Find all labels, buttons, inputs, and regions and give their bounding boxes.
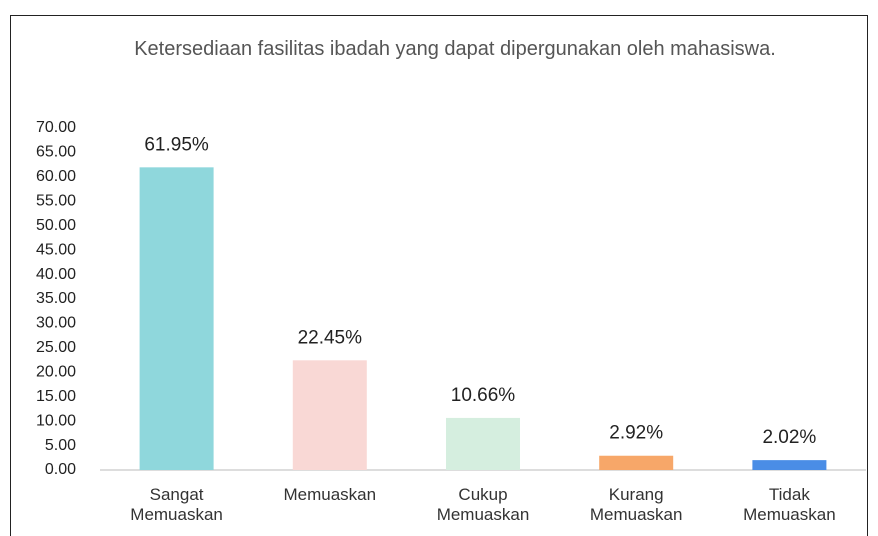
y-tick-label: 20.00 (36, 364, 76, 381)
y-tick-label: 40.00 (36, 266, 76, 283)
bar (752, 460, 827, 470)
y-tick-label: 50.00 (36, 217, 76, 234)
y-tick-label: 35.00 (36, 290, 76, 307)
x-tick-label: Kurang Memuaskan (589, 485, 683, 524)
y-tick-label: 25.00 (36, 339, 76, 356)
data-label: 61.95% (144, 134, 209, 155)
y-tick-label: 15.00 (36, 388, 76, 405)
y-tick-label: 45.00 (36, 241, 76, 258)
data-label: 2.92% (609, 423, 663, 444)
chart-border (10, 15, 868, 536)
data-label: 22.45% (298, 327, 363, 348)
bar (599, 455, 674, 470)
x-tick-label: Memuaskan (283, 485, 377, 504)
chart-title: Ketersediaan fasilitas ibadah yang dapat… (134, 38, 776, 60)
y-tick-label: 0.00 (45, 461, 76, 478)
y-tick-label: 70.00 (36, 119, 76, 136)
y-tick-label: 55.00 (36, 193, 76, 210)
data-label: 10.66% (451, 385, 516, 406)
bar (292, 360, 367, 470)
x-tick-label: Tidak Memuaskan (743, 485, 836, 524)
y-tick-label: 5.00 (45, 437, 76, 454)
y-tick-label: 10.00 (36, 412, 76, 429)
bar (446, 417, 520, 470)
y-tick-label: 65.00 (36, 144, 76, 161)
y-tick-label: 60.00 (36, 168, 76, 185)
x-tick-label: Cukup Memuaskan (436, 485, 530, 524)
data-label: 2.02% (762, 427, 816, 448)
bar (139, 167, 214, 470)
y-tick-label: 30.00 (36, 315, 76, 332)
x-tick-label: Sangat Memuaskan (130, 485, 223, 524)
